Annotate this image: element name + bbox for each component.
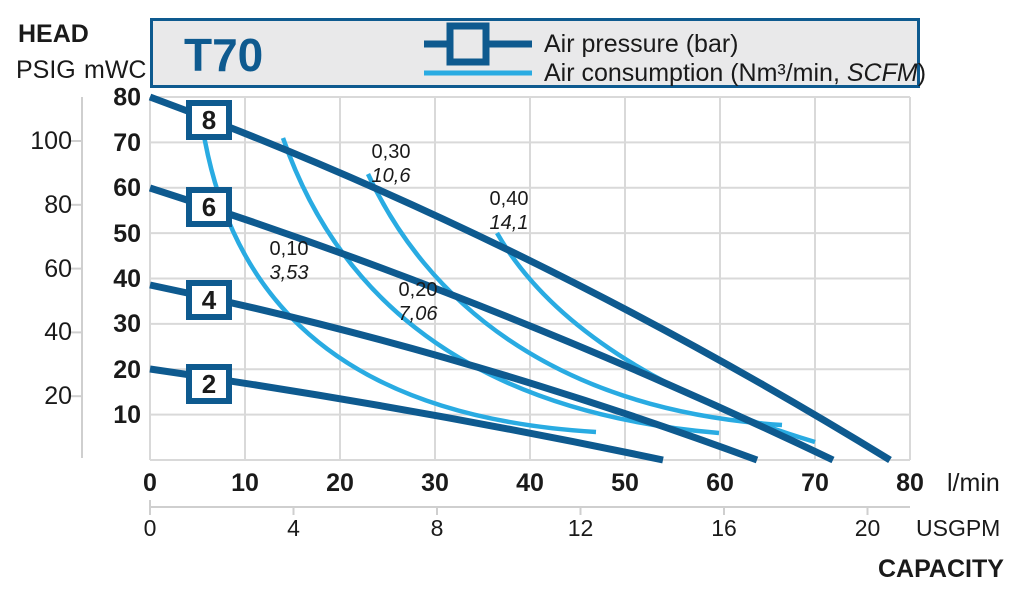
- lmin-tick: 80: [896, 469, 924, 497]
- legend-consumption-label-scfm: SCFM: [847, 59, 918, 87]
- usgpm-tick: 12: [568, 515, 594, 541]
- pressure-marker-value: 4: [202, 285, 217, 315]
- legend-consumption-label: Air consumption (Nm³/min, SCFM): [544, 59, 926, 87]
- legend: T70 Air pressure (bar) Air consumption (…: [150, 18, 926, 88]
- consumption-scfm-value: 14,1: [490, 212, 529, 234]
- pressure-marker-box-4: [186, 280, 232, 320]
- consumption-nm3-value: 0,20: [399, 279, 438, 301]
- curve-pressure-4bar: [149, 281, 759, 464]
- lmin-tick-labels: 0 10 20 30 40 50 60 70 80: [143, 469, 924, 497]
- usgpm-tick: 0: [144, 515, 157, 541]
- legend-box: [150, 18, 920, 88]
- consumption-nm3-value: 0,30: [372, 141, 411, 163]
- psig-tick: 40: [44, 318, 72, 346]
- lmin-tick: 30: [421, 469, 449, 497]
- mwc-tick: 60: [113, 174, 141, 202]
- curve-pressure-6bar: [148, 184, 835, 464]
- consumption-label-020: 0,20 7,06: [399, 279, 439, 325]
- lmin-tick: 0: [143, 469, 157, 497]
- usgpm-tick: 16: [711, 515, 737, 541]
- mwc-tick: 50: [113, 220, 141, 248]
- curve-consumption-010: [199, 123, 597, 435]
- curve-pressure-8bar: [148, 93, 892, 463]
- psig-axis: [70, 97, 83, 458]
- usgpm-tick: 8: [431, 515, 444, 541]
- psig-tick: 80: [44, 191, 72, 219]
- mwc-tick: 40: [113, 265, 141, 293]
- psig-tick: 60: [44, 255, 72, 283]
- consumption-label-010: 0,10 3,53: [270, 238, 309, 284]
- mwc-tick: 20: [113, 356, 141, 384]
- legend-pressure-label: Air pressure (bar): [544, 30, 739, 58]
- psig-tick-labels: 100 80 60 40 20: [30, 127, 72, 410]
- psig-tick: 100: [30, 127, 72, 155]
- legend-pressure-symbol: [424, 22, 532, 66]
- pressure-marker-box-6: [186, 187, 232, 227]
- pressure-marker-value: 8: [202, 105, 216, 135]
- psig-axis-title: PSIG: [16, 56, 76, 84]
- capacity-axis-title: CAPACITY: [878, 555, 1004, 583]
- pressure-marker-value: 2: [202, 369, 216, 399]
- legend-consumption-label-pre: Air consumption (Nm³/min,: [544, 59, 847, 87]
- legend-consumption-label-post: ): [918, 59, 926, 87]
- mwc-tick: 10: [113, 401, 141, 429]
- consumption-label-030: 0,30 10,6: [372, 141, 412, 187]
- legend-pressure-marker-icon: [446, 22, 490, 66]
- psig-tick: 20: [44, 382, 72, 410]
- lmin-tick: 40: [516, 469, 544, 497]
- lmin-unit-label: l/min: [947, 469, 1000, 497]
- curve-consumption-030: [365, 173, 783, 428]
- lmin-tick: 50: [611, 469, 639, 497]
- model-name: T70: [184, 29, 263, 81]
- consumption-scfm-value: 7,06: [399, 303, 439, 325]
- lmin-tick: 60: [706, 469, 734, 497]
- pressure-marker-box-2: [186, 364, 232, 404]
- head-axis-title: HEAD: [18, 20, 89, 48]
- usgpm-axis: [149, 500, 910, 515]
- lmin-tick: 10: [231, 469, 259, 497]
- consumption-nm3-value: 0,40: [490, 188, 529, 210]
- consumption-scfm-value: 10,6: [372, 165, 412, 187]
- usgpm-tick-labels: 0 4 8 12 16 20: [144, 515, 881, 541]
- lmin-tick: 70: [801, 469, 829, 497]
- mwc-axis-title: mWC: [84, 56, 146, 84]
- pressure-marker-box-8: [186, 100, 232, 140]
- air-consumption-curves: [199, 123, 816, 445]
- consumption-curve-labels: 0,10 3,53 0,20 7,06 0,30 10,6 0,40 14,1: [270, 141, 529, 325]
- usgpm-tick: 20: [855, 515, 881, 541]
- air-pressure-curves: [148, 93, 892, 464]
- lmin-tick: 20: [326, 469, 354, 497]
- curve-consumption-020: [280, 137, 720, 436]
- mwc-tick: 80: [113, 84, 141, 112]
- mwc-tick: 30: [113, 310, 141, 338]
- consumption-nm3-value: 0,10: [270, 238, 309, 260]
- mwc-tick: 70: [113, 129, 141, 157]
- pressure-marker-value: 6: [202, 192, 216, 222]
- mwc-tick-labels: 80 70 60 50 40 30 20 10: [113, 84, 141, 430]
- consumption-label-040: 0,40 14,1: [490, 188, 529, 234]
- pressure-marker-boxes: 8 6 4 2: [186, 100, 232, 404]
- usgpm-tick: 4: [287, 515, 300, 541]
- consumption-scfm-value: 3,53: [270, 262, 309, 284]
- usgpm-unit-label: USGPM: [916, 515, 1000, 541]
